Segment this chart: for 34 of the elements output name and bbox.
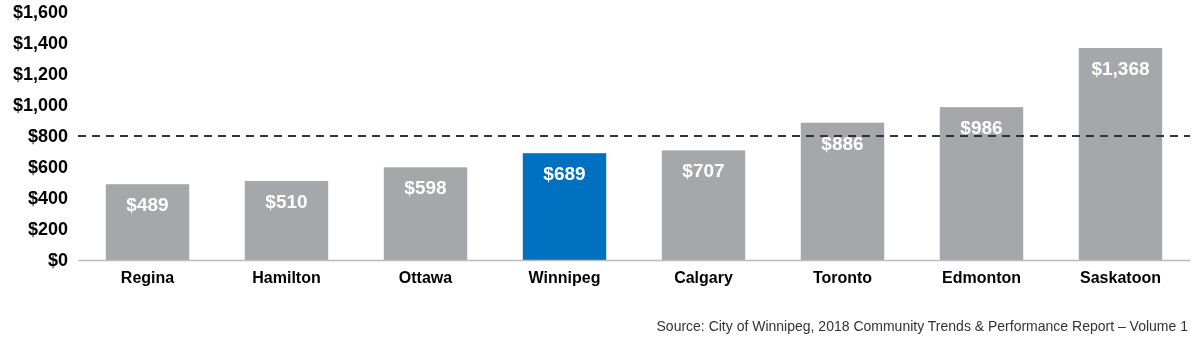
bar <box>800 122 885 260</box>
y-tick-label: $200 <box>27 219 68 240</box>
bar <box>939 107 1024 260</box>
y-tick-label: $1,600 <box>12 2 68 23</box>
y-tick-label: $400 <box>27 188 68 209</box>
x-tick-label: Regina <box>120 269 175 287</box>
bar <box>661 150 746 260</box>
y-tick-label: $1,200 <box>12 64 68 85</box>
data-label: $598 <box>404 177 447 199</box>
x-tick-label: Saskatoon <box>1080 269 1161 287</box>
y-tick-label: $600 <box>27 157 68 178</box>
data-label: $707 <box>682 160 725 182</box>
y-tick-label: $800 <box>27 126 68 147</box>
bar <box>105 184 190 260</box>
data-label: $689 <box>543 163 586 185</box>
x-tick-label: Winnipeg <box>528 269 601 287</box>
x-tick-label: Toronto <box>812 269 873 287</box>
x-tick-label: Calgary <box>674 269 733 287</box>
data-label: $886 <box>821 132 864 154</box>
data-label: $489 <box>126 194 169 216</box>
data-label: $986 <box>960 117 1003 139</box>
data-label: $510 <box>265 190 308 212</box>
bar <box>522 153 607 260</box>
source-note: Source: City of Winnipeg, 2018 Community Trends & Performance Report – Volume 1 <box>656 318 1189 334</box>
bar <box>244 180 329 260</box>
bar <box>383 167 468 260</box>
data-label: $1,368 <box>1091 57 1150 79</box>
x-tick-label: Ottawa <box>398 269 453 287</box>
y-tick-label: $0 <box>47 250 68 271</box>
bar <box>1078 47 1163 260</box>
y-tick-label: $1,400 <box>12 33 68 54</box>
y-tick-label: $1,000 <box>12 95 68 116</box>
x-tick-label: Edmonton <box>941 269 1022 287</box>
x-tick-label: Hamilton <box>252 269 321 287</box>
